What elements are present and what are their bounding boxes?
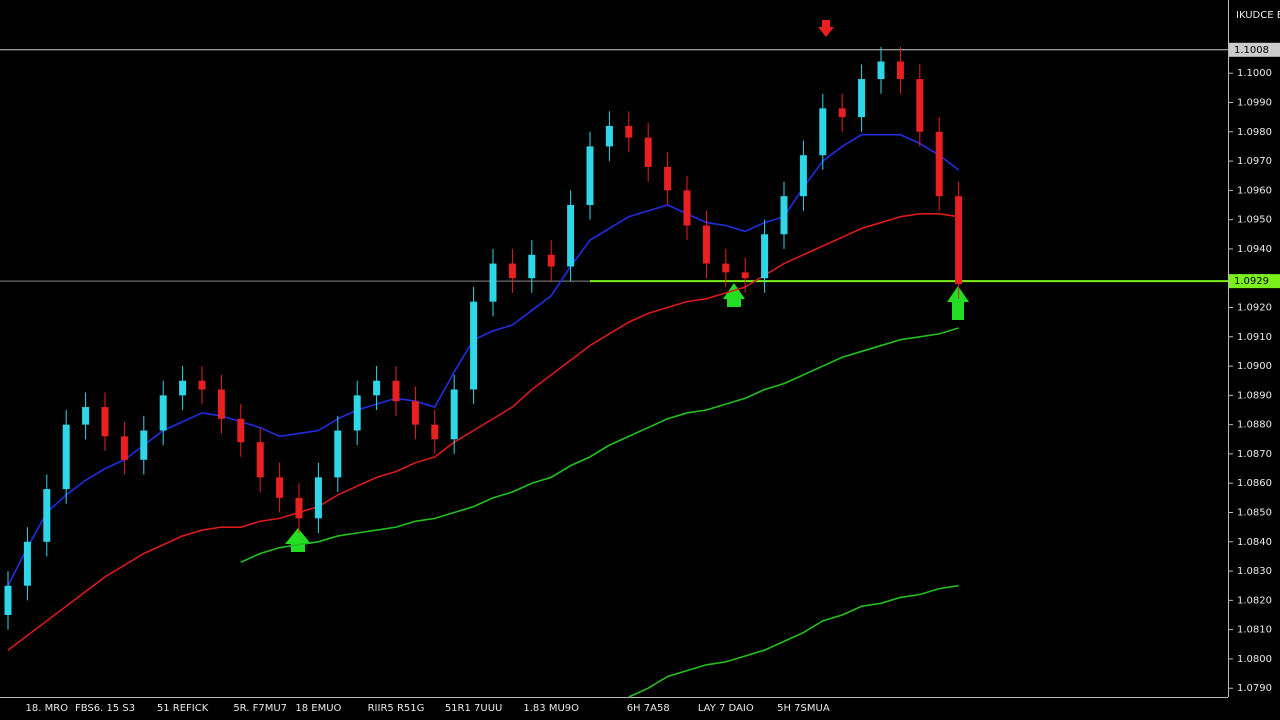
y-tick-label: 1.0940 [1237, 244, 1272, 255]
y-tick-label: 1.0900 [1237, 361, 1272, 372]
buy-arrow [947, 286, 969, 320]
candle-body [159, 395, 167, 431]
y-tick-label: 1.0920 [1237, 303, 1272, 314]
candle-body [23, 541, 31, 586]
candle-body [722, 263, 730, 273]
x-tick-label: 18 EMUO [295, 703, 341, 714]
price-tag [1229, 274, 1280, 289]
y-tick-label: 1.0810 [1237, 625, 1272, 636]
candle-body [43, 489, 51, 542]
candle-body [334, 430, 342, 478]
y-tick-label: 1.0980 [1237, 127, 1272, 138]
candle-body [567, 205, 575, 267]
candle-body [470, 301, 478, 390]
candle-body [819, 108, 827, 156]
candle-body [916, 79, 924, 132]
candle-body [82, 407, 90, 425]
candle-body [547, 254, 555, 267]
y-tick-label: 1.0890 [1237, 390, 1272, 401]
y-tick-label: 1.0990 [1237, 98, 1272, 109]
candle-body [741, 272, 749, 279]
candle-body [140, 430, 148, 460]
candle-body [431, 424, 439, 440]
y-tick-label: 1.1000 [1237, 68, 1272, 79]
candle-body [179, 380, 187, 396]
candle-body [799, 155, 807, 197]
y-tick-label: 1.0840 [1237, 537, 1272, 548]
candle-body [237, 418, 245, 443]
candle-body [450, 389, 458, 440]
candle-body [120, 436, 128, 460]
x-tick-label: 1.83 MU9O [523, 703, 579, 714]
y-tick-label: 1.0790 [1237, 683, 1272, 694]
candle-body [62, 424, 70, 490]
candle-body [683, 190, 691, 226]
y-tick-label: 1.0910 [1237, 332, 1272, 343]
x-tick-label: 5H 7SMUA [777, 703, 830, 714]
price-tag-label: 1.0929 [1234, 276, 1269, 287]
y-tick-label: 1.0830 [1237, 566, 1272, 577]
candle-body [586, 146, 594, 205]
x-tick-label: LAY 7 DAIO [698, 703, 754, 714]
candle-body [392, 380, 400, 402]
candle-body [935, 131, 943, 197]
candle-body [625, 125, 633, 138]
candle-body [955, 196, 963, 285]
candle-body [295, 497, 303, 519]
moving-average [628, 584, 959, 698]
x-tick-label: 6H 7A58 [627, 703, 670, 714]
moving-average [240, 327, 959, 564]
y-tick-label: 1.0880 [1237, 420, 1272, 431]
candle-body [644, 137, 652, 167]
candle-body [508, 263, 516, 279]
price-tag-label: 1.1008 [1234, 45, 1269, 56]
y-tick-label: 1.0970 [1237, 156, 1272, 167]
symbol-label: IKUDCE E [1236, 10, 1280, 21]
x-tick-label: 18. MRO [26, 703, 69, 714]
y-tick-label: 1.0800 [1237, 654, 1272, 665]
candle-body [101, 407, 109, 437]
candle-body [373, 380, 381, 396]
x-tick-label: 51R1 7UUU [445, 703, 503, 714]
y-tick-label: 1.0860 [1237, 478, 1272, 489]
candle-body [761, 234, 769, 279]
x-tick-label: 5R. F7MU7 [233, 703, 287, 714]
y-tick-label: 1.0960 [1237, 185, 1272, 196]
candle-body [411, 401, 419, 425]
buy-arrow [723, 283, 745, 307]
price-tag [1229, 42, 1280, 57]
y-tick-label: 1.0850 [1237, 508, 1272, 519]
candle-body [858, 79, 866, 118]
candle-body [314, 477, 322, 519]
y-tick-label: 1.0870 [1237, 449, 1272, 460]
candle-body [664, 166, 672, 191]
candle-body [780, 196, 788, 235]
candle-body [605, 125, 613, 147]
candle-body [877, 61, 885, 80]
y-tick-label: 1.0950 [1237, 215, 1272, 226]
y-tick-label: 1.0820 [1237, 595, 1272, 606]
x-tick-label: FBS6. 15 S3 [75, 703, 135, 714]
candle-body [528, 254, 536, 279]
candle-body [276, 477, 284, 498]
x-tick-label: 51 REFICK [157, 703, 209, 714]
moving-average [7, 212, 959, 651]
candle-body [702, 225, 710, 264]
x-tick-label: RIIR5 R51G [368, 703, 425, 714]
candle-body [256, 442, 264, 478]
candle-body [198, 380, 206, 390]
sell-arrow [818, 20, 834, 37]
candle-body [489, 263, 497, 302]
candle-body [4, 585, 12, 615]
candle-body [838, 108, 846, 118]
candle-body [217, 389, 225, 419]
candle-body [896, 61, 904, 80]
candle-body [353, 395, 361, 431]
